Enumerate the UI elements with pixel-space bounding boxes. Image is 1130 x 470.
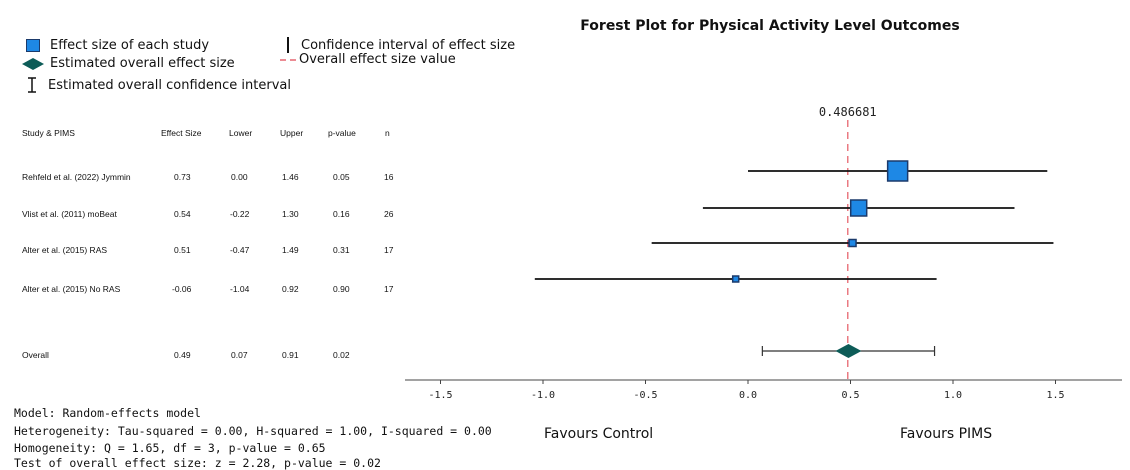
- cell-p-value: 0.16: [333, 209, 350, 219]
- cell-lower: -0.22: [230, 209, 250, 219]
- legend-ci-each: Confidence interval of effect size: [287, 37, 515, 53]
- study-effect-square: [731, 275, 740, 283]
- homogeneity-text: Homogeneity: Q = 1.65, df = 3, p-value =…: [14, 441, 326, 455]
- cell-upper-overall: 0.91: [282, 350, 299, 360]
- x-tick-label: -1.5: [428, 390, 452, 401]
- x-tick-label: -1.0: [531, 390, 555, 401]
- header-lower: Lower: [229, 128, 253, 138]
- cell-lower: -1.04: [230, 284, 250, 294]
- legend-overall-ci: Estimated overall confidence interval: [26, 77, 291, 93]
- header-n: n: [385, 128, 390, 138]
- vertical-line-icon: [287, 37, 289, 53]
- overall-effect-diamond: [835, 344, 862, 358]
- legend-overall-effect: Estimated overall effect size: [22, 56, 235, 71]
- cell-n: 16: [384, 172, 394, 182]
- cell-upper: 0.92: [282, 284, 299, 294]
- cell-upper: 1.46: [282, 172, 299, 182]
- diamond-marker-icon: [22, 57, 44, 70]
- square-marker-icon: [26, 39, 40, 52]
- cell-effect: 0.51: [174, 245, 191, 255]
- cell-p-value: 0.31: [333, 245, 350, 255]
- cell-study: Alter et al. (2015) RAS: [22, 245, 108, 255]
- header-upper: Upper: [280, 128, 304, 138]
- cell-n: 17: [384, 284, 394, 294]
- cell-effect: 0.73: [174, 172, 191, 182]
- x-tick-label: -0.5: [633, 390, 657, 401]
- cell-lower-overall: 0.07: [231, 350, 248, 360]
- legend-label: Confidence interval of effect size: [301, 37, 516, 53]
- x-tick-label: 0.5: [841, 390, 859, 401]
- study-effect-square: [886, 160, 909, 182]
- study-effect-square: [848, 238, 857, 248]
- legend-overall-value: Overall effect size value: [280, 52, 456, 67]
- study-effect-square: [849, 199, 868, 217]
- cell-effect: 0.54: [174, 209, 191, 219]
- cell-effect: -0.06: [172, 284, 192, 294]
- i-bar-icon: [28, 77, 36, 93]
- heterogeneity-text: Heterogeneity: Tau-squared = 0.00, H-squ…: [14, 424, 492, 438]
- cell-effect-overall: 0.49: [174, 350, 191, 360]
- x-tick-label: 0.0: [739, 390, 757, 401]
- x-tick-label: 1.0: [944, 390, 962, 401]
- header-effect-size: Effect Size: [161, 128, 202, 138]
- cell-study-overall: Overall: [22, 350, 49, 360]
- cell-n: 26: [384, 209, 394, 219]
- cell-study: Vlist et al. (2011) moBeat: [22, 209, 117, 219]
- cell-p-value-overall: 0.02: [333, 350, 350, 360]
- legend-label: Effect size of each study: [50, 38, 210, 53]
- legend-label: Estimated overall confidence interval: [48, 77, 291, 93]
- cell-study: Rehfeld et al. (2022) Jymmin: [22, 172, 131, 182]
- legend-effect-size-each: Effect size of each study: [26, 38, 209, 53]
- model-text: Model: Random-effects model: [14, 406, 201, 420]
- legend-label: Estimated overall effect size: [50, 56, 235, 71]
- overall-test-text: Test of overall effect size: z = 2.28, p…: [14, 456, 381, 470]
- cell-p-value: 0.05: [333, 172, 350, 182]
- chart-title: Forest Plot for Physical Activity Level …: [580, 18, 960, 34]
- cell-study: Alter et al. (2015) No RAS: [22, 284, 121, 294]
- cell-n: 17: [384, 245, 394, 255]
- favours-control-label: Favours Control: [544, 426, 654, 442]
- cell-lower: -0.47: [230, 245, 250, 255]
- dashed-line-icon: [280, 58, 296, 61]
- legend-label: Overall effect size value: [299, 52, 456, 67]
- cell-upper: 1.49: [282, 245, 299, 255]
- favours-pims-label: Favours PIMS: [900, 426, 993, 442]
- header-study: Study & PIMS: [22, 128, 75, 138]
- reference-value-label: 0.486681: [819, 105, 877, 119]
- cell-upper: 1.30: [282, 209, 299, 219]
- cell-p-value: 0.90: [333, 284, 350, 294]
- x-tick-label: 1.5: [1046, 390, 1064, 401]
- cell-lower: 0.00: [231, 172, 248, 182]
- header-p-value: p-value: [328, 128, 356, 138]
